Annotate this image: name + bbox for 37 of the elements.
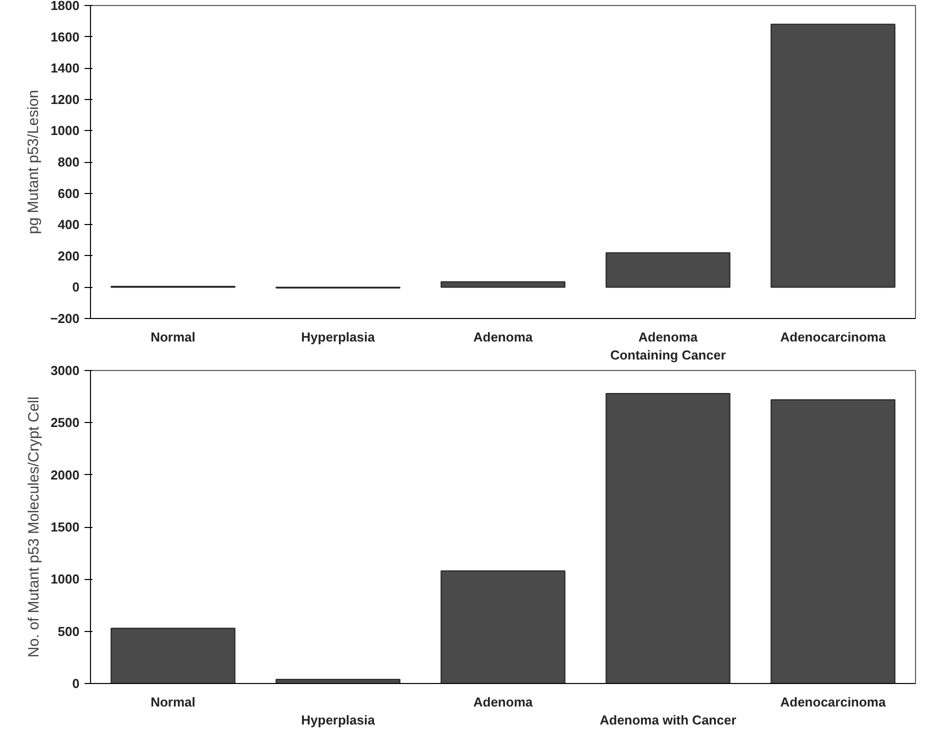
bar xyxy=(110,628,236,684)
x-tick-label: Normal xyxy=(150,694,196,710)
bar xyxy=(606,392,730,684)
y-tick-label: 200 xyxy=(58,248,80,264)
y-tick-label: 2500 xyxy=(50,415,80,430)
y-tick-label: 1500 xyxy=(50,520,80,534)
y-tick-label: 1000 xyxy=(50,572,80,587)
y-tick-label: 1000 xyxy=(50,123,80,138)
y-tick-label: 1800 xyxy=(50,0,80,13)
y-tick-label: 1200 xyxy=(50,92,80,107)
bar xyxy=(440,281,566,288)
bar xyxy=(440,570,566,684)
bar xyxy=(770,24,896,288)
y-tick-label: 1600 xyxy=(50,29,80,44)
y-tick-label: 600 xyxy=(58,186,80,201)
y-tick-label: 400 xyxy=(58,217,80,232)
y-tick-label: 500 xyxy=(58,624,80,639)
x-tick-label: Adenoma with Cancer xyxy=(600,712,736,728)
x-tick-label: Hyperplasia xyxy=(301,330,376,344)
x-tick-label: Hyperplasia xyxy=(301,712,376,728)
x-tick-label: Normal xyxy=(150,330,196,344)
x-tick-label: Adenocarcinoma xyxy=(780,330,887,344)
bar xyxy=(606,252,730,288)
x-tick-label: Adenoma xyxy=(473,694,534,710)
y-tick-label: 2000 xyxy=(50,467,80,482)
y-tick-label: −200 xyxy=(50,311,80,326)
x-tick-label: Adenoma Containing Cancer xyxy=(610,330,726,362)
bar xyxy=(770,399,896,684)
y-axis-title: pg Mutant p53/Lesion xyxy=(25,90,42,234)
y-axis-title: No. of Mutant p53 Molecules/Crypt Cell xyxy=(26,396,43,658)
x-tick-label: Adenoma xyxy=(473,330,534,344)
y-tick-label: 0 xyxy=(72,676,80,691)
y-tick-label: 0 xyxy=(72,280,80,295)
y-tick-label: 1400 xyxy=(50,60,80,76)
y-tick-label: 3000 xyxy=(50,363,80,378)
x-tick-label: Adenocarcinoma xyxy=(780,694,887,710)
y-tick-label: 800 xyxy=(58,154,80,170)
